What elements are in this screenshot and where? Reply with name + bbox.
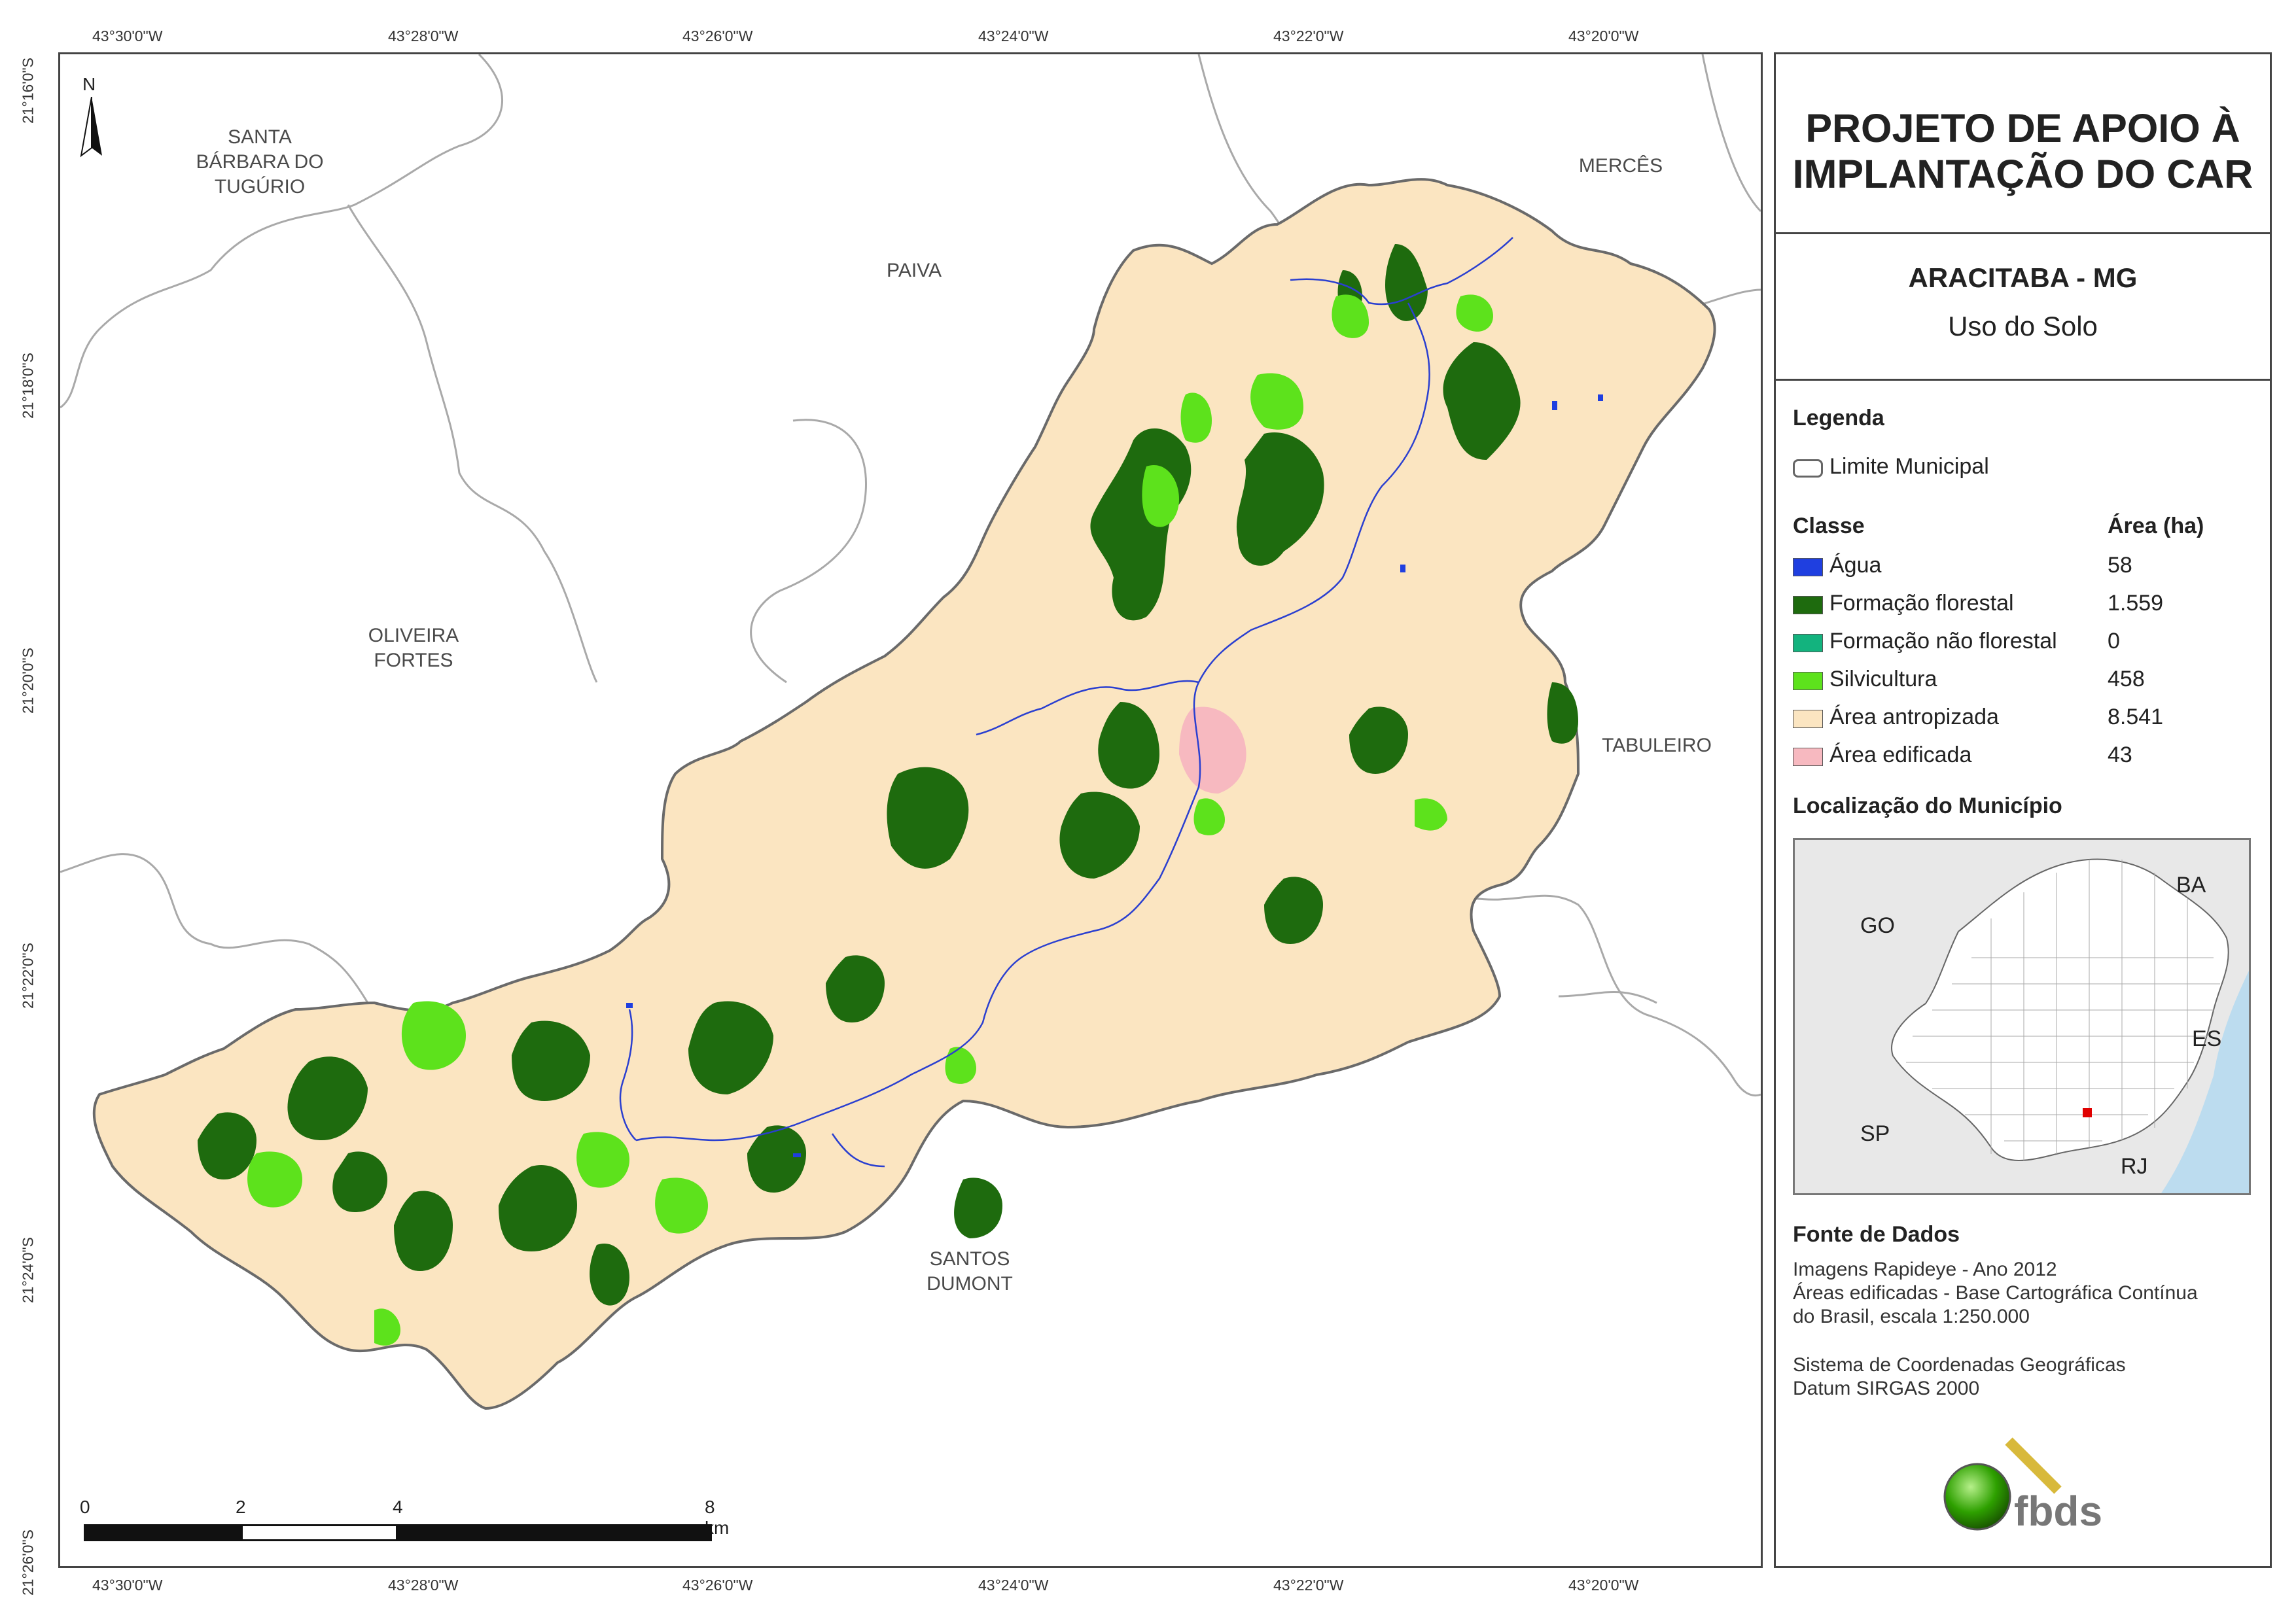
source-line-6: Datum SIRGAS 2000 xyxy=(1793,1378,1980,1399)
lon-bottom-1: 43°30'0"W xyxy=(92,1577,163,1594)
water-bodies xyxy=(626,394,1603,1157)
legend-label: Silvicultura xyxy=(1829,667,1937,691)
lat-left-5: 21°24'0"S xyxy=(19,1236,37,1304)
silviculture-patches xyxy=(247,294,1493,1346)
legend-area: 8.541 xyxy=(2108,705,2164,729)
project-title-line-2: IMPLANTAÇÃO DO CAR xyxy=(1792,152,2253,196)
source-line-3: do Brasil, escala 1:250.000 xyxy=(1793,1306,2030,1327)
legend-label: Água xyxy=(1829,553,1882,578)
source-line-1: Imagens Rapideye - Ano 2012 xyxy=(1793,1259,2057,1280)
legend-row-formacao-florestal: Formação florestal 1.559 xyxy=(1793,587,2264,625)
lat-left-1: 21°16'0"S xyxy=(19,57,37,124)
lat-left-6: 21°26'0"S xyxy=(19,1529,37,1596)
map-theme: Uso do Solo xyxy=(1948,311,2098,341)
separator xyxy=(1776,232,2270,234)
lon-top-2: 43°28'0"W xyxy=(388,27,459,44)
separator xyxy=(1776,379,2270,381)
legend-row-area-antropizada: Área antropizada 8.541 xyxy=(1793,701,2264,739)
lon-top-5: 43°22'0"W xyxy=(1273,27,1344,44)
lon-top-3: 43°26'0"W xyxy=(682,27,753,44)
map-frame: SANTA BÁRBARA DO TUGÚRIO PAIVA MERCÊS OLIV… xyxy=(58,52,1763,1568)
lat-left-2: 21°18'0"S xyxy=(19,352,37,419)
class-header: Classe xyxy=(1793,514,1865,538)
map-canvas xyxy=(60,54,1761,1410)
rivers xyxy=(619,237,1513,1168)
legend-label: Formação não florestal xyxy=(1829,629,2057,654)
inset-map-canvas xyxy=(1891,858,2249,1193)
lon-bottom-4: 43°24'0"W xyxy=(978,1577,1049,1594)
legend-row-silvicultura: Silvicultura 458 xyxy=(1793,663,2264,701)
swatch-formacao-nao-florestal xyxy=(1793,634,1823,652)
lat-left-3: 21°20'0"S xyxy=(19,647,37,714)
legend-label: Área edificada xyxy=(1829,742,1972,767)
limit-swatch xyxy=(1793,459,1823,478)
legend-label: Área antropizada xyxy=(1829,705,1999,729)
scale-label-0: 0 xyxy=(80,1497,90,1517)
scale-segment-2 xyxy=(241,1524,398,1541)
swatch-agua xyxy=(1793,558,1823,576)
lon-bottom-6: 43°20'0"W xyxy=(1568,1577,1639,1594)
scale-segment-3 xyxy=(398,1524,712,1541)
scale-label-4: 4 xyxy=(393,1497,403,1517)
swatch-area-antropizada xyxy=(1793,710,1823,728)
source-line-2: Áreas edificadas - Base Cartográfica Con… xyxy=(1793,1282,2198,1304)
lon-bottom-2: 43°28'0"W xyxy=(388,1577,459,1594)
north-arrow-icon xyxy=(80,97,102,158)
inset-label-go: GO xyxy=(1860,913,1895,938)
logo-text: fbds xyxy=(2014,1488,2103,1535)
label-santa-barbara: SANTA BÁRBARA DO TUGÚRIO xyxy=(196,126,324,198)
location-header: Localização do Município xyxy=(1793,794,2062,818)
inset-label-ba: BA xyxy=(2176,873,2206,898)
side-panel: PROJETO DE APOIO À IMPLANTAÇÃO DO CAR AR… xyxy=(1774,52,2272,1568)
label-oliveira-fortes: OLIVEIRA FORTES xyxy=(368,625,459,671)
lon-top-4: 43°24'0"W xyxy=(978,27,1049,44)
municipality-name: ARACITABA - MG xyxy=(1908,262,2138,293)
fbds-logo: fbds xyxy=(1937,1435,2107,1535)
inset-map: GO BA ES SP RJ xyxy=(1793,838,2251,1195)
label-paiva: PAIVA xyxy=(887,260,942,281)
area-header: Área (ha) xyxy=(2108,514,2204,538)
legend-row-formacao-nao-florestal: Formação não florestal 0 xyxy=(1793,625,2264,663)
swatch-area-edificada xyxy=(1793,748,1823,766)
lon-bottom-3: 43°26'0"W xyxy=(682,1577,753,1594)
project-title-line-1: PROJETO DE APOIO À xyxy=(1805,106,2240,150)
inset-label-rj: RJ xyxy=(2121,1154,2148,1179)
swatch-formacao-florestal xyxy=(1793,596,1823,614)
swatch-silvicultura xyxy=(1793,672,1823,690)
source-line-5: Sistema de Coordenadas Geográficas xyxy=(1793,1354,2126,1376)
forest-patches xyxy=(198,244,1578,1306)
legend-header: Legenda xyxy=(1793,406,1884,430)
inset-label-sp: SP xyxy=(1860,1121,1890,1146)
legend-row-area-edificada: Área edificada 43 xyxy=(1793,739,2264,777)
legend-label: Formação florestal xyxy=(1829,591,2014,616)
lon-bottom-5: 43°22'0"W xyxy=(1273,1577,1344,1594)
inset-municipal-grid xyxy=(1906,860,2220,1161)
legend-area: 43 xyxy=(2108,742,2132,767)
lon-top-1: 43°30'0"W xyxy=(92,27,163,44)
scale-label-2: 2 xyxy=(236,1497,246,1517)
legend-area: 58 xyxy=(2108,553,2132,578)
legend-area: 0 xyxy=(2108,629,2120,654)
legend-row-agua: Água 58 xyxy=(1793,549,2264,587)
lat-left-4: 21°22'0"S xyxy=(19,942,37,1009)
inset-sea xyxy=(2161,971,2249,1193)
inset-municipality-marker xyxy=(2083,1108,2092,1117)
legend-limit: Limite Municipal xyxy=(1793,450,2264,488)
lon-top-6: 43°20'0"W xyxy=(1568,27,1639,44)
legend-area: 458 xyxy=(2108,667,2145,691)
inset-label-es: ES xyxy=(2192,1026,2222,1051)
source-header: Fonte de Dados xyxy=(1793,1222,1960,1247)
label-tabuleiro: TABULEIRO xyxy=(1602,735,1712,756)
scale-segment-1 xyxy=(84,1524,241,1541)
north-arrow: N xyxy=(79,74,105,159)
label-merces: MERCÊS xyxy=(1578,155,1663,177)
scale-bar: 0 2 4 8 km xyxy=(80,1497,734,1549)
fbds-logo-icon xyxy=(1943,1437,2062,1531)
north-label: N xyxy=(82,74,96,94)
limit-label: Limite Municipal xyxy=(1829,454,1989,479)
label-santos-dumont: SANTOS DUMONT xyxy=(927,1248,1013,1295)
legend-area: 1.559 xyxy=(2108,591,2164,616)
